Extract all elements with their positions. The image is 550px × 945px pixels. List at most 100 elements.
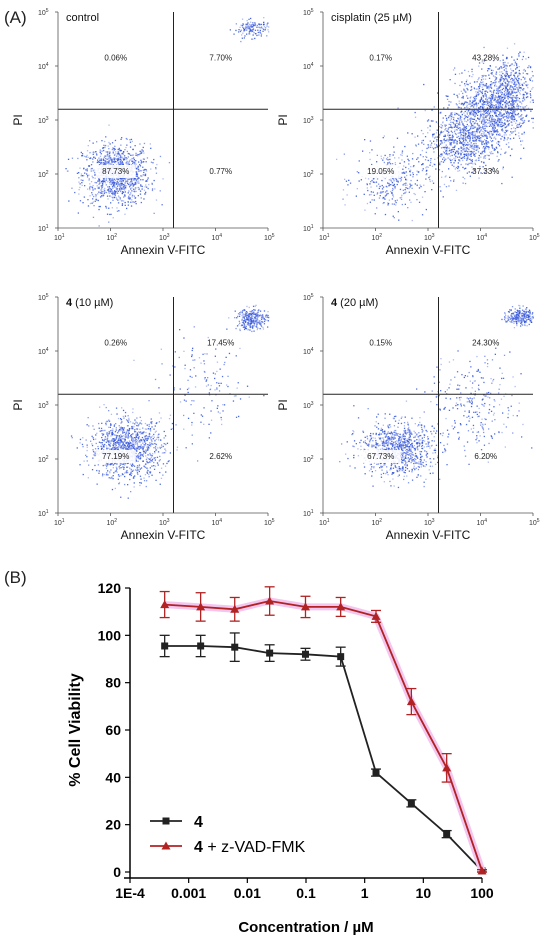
flow-dot	[430, 158, 432, 160]
flow-dot	[136, 432, 139, 434]
flow-dot	[366, 202, 369, 205]
flow-dot	[469, 128, 472, 130]
flow-dot	[257, 327, 259, 329]
flow-dot	[372, 191, 374, 193]
flow-dot	[137, 440, 139, 442]
flow-dot	[520, 157, 522, 160]
flow-dot	[415, 145, 417, 147]
flow-dot	[474, 109, 476, 112]
flow-dot	[466, 123, 468, 126]
flow-dot	[500, 138, 502, 140]
flow-dot	[108, 155, 111, 158]
flow-dot	[86, 154, 88, 157]
flow-dot	[117, 195, 120, 197]
flow-dot	[470, 110, 472, 112]
flow-dot	[440, 141, 442, 143]
flow-dot	[110, 442, 112, 444]
flow-dot	[254, 37, 256, 40]
flow-dot	[489, 104, 491, 106]
flow-dot	[495, 104, 497, 106]
flow-dot	[457, 156, 459, 158]
flow-dot	[98, 180, 100, 182]
flow-dot	[473, 81, 476, 83]
flow-dot	[500, 74, 503, 77]
plot-title: control	[66, 12, 99, 24]
flow-dot	[489, 124, 492, 126]
flow-dot	[440, 130, 442, 132]
flow-dot	[116, 191, 118, 193]
flow-dot	[444, 158, 446, 160]
flow-dot	[467, 130, 469, 132]
y-tick-label: 102	[303, 170, 314, 179]
flow-dot	[155, 449, 158, 451]
flow-dot	[516, 94, 518, 96]
flow-dot	[439, 143, 442, 145]
flow-dot	[345, 180, 348, 182]
flow-dot	[150, 471, 152, 473]
flow-dot	[507, 108, 510, 110]
flow-dot	[267, 320, 269, 322]
flow-dot	[468, 171, 470, 173]
flow-dot	[473, 140, 475, 142]
flow-dot	[508, 76, 510, 79]
flow-dot	[487, 70, 489, 72]
flow-dot	[121, 137, 123, 139]
flow-dot	[481, 75, 483, 77]
flow-dot	[243, 328, 246, 331]
flow-dot	[117, 148, 119, 151]
flow-dot	[456, 136, 458, 138]
flow-dot	[451, 126, 453, 129]
flow-dot	[495, 66, 497, 68]
flow-dot	[483, 157, 485, 159]
x-axis-label: Annexin V-FITC	[386, 243, 471, 257]
flow-dot	[402, 189, 404, 191]
flow-dot	[469, 132, 471, 135]
flow-dot	[460, 134, 462, 136]
flow-dot	[475, 113, 478, 115]
flow-dot	[96, 199, 98, 201]
flow-dot	[126, 138, 128, 140]
flow-dot	[113, 424, 116, 426]
flow-dot	[500, 89, 502, 91]
flow-dot	[496, 110, 498, 112]
flow-dot	[451, 134, 454, 136]
flow-dot	[473, 146, 475, 148]
flow-dot	[406, 187, 409, 190]
flow-dot	[455, 133, 457, 136]
flow-dot	[99, 151, 101, 153]
flow-dot	[458, 73, 461, 75]
flow-dot	[525, 73, 528, 75]
flow-dot	[103, 444, 105, 446]
flow-dot	[128, 163, 131, 165]
flow-dot	[124, 472, 126, 474]
flow-dot	[131, 177, 133, 179]
flow-dot	[110, 157, 112, 159]
flow-dot	[125, 180, 127, 182]
flow-dot	[268, 31, 270, 33]
flow-dot	[499, 97, 501, 99]
flow-dot	[523, 106, 525, 108]
flow-dot	[108, 141, 110, 144]
flow-dot	[111, 432, 113, 434]
flow-dot	[476, 123, 478, 125]
flow-dot	[150, 418, 152, 420]
flow-dot	[477, 94, 479, 96]
flow-dot	[87, 145, 89, 147]
flow-dot	[150, 436, 152, 438]
flow-dot	[471, 134, 473, 136]
flow-dot	[432, 182, 435, 184]
flow-dot	[122, 432, 124, 434]
flow-dot	[400, 180, 402, 182]
flow-dot	[438, 125, 440, 128]
flow-dot	[135, 457, 137, 459]
flow-dot	[470, 116, 472, 119]
flow-dot	[249, 314, 251, 316]
flow-dot	[513, 116, 515, 119]
flow-dot	[450, 101, 452, 103]
flow-dot	[429, 129, 431, 131]
flow-dot	[479, 140, 481, 142]
flow-dot	[147, 449, 149, 451]
flow-dot	[146, 424, 148, 426]
flow-dot	[125, 471, 127, 473]
flow-dot	[462, 176, 464, 178]
